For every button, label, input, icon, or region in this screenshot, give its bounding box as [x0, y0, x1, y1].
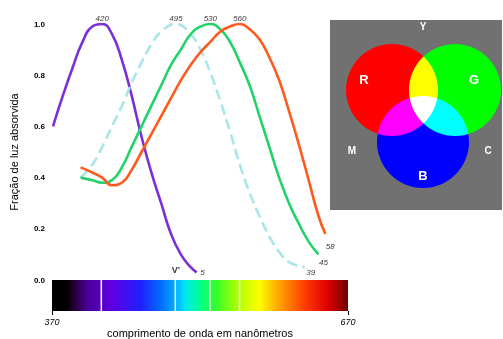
svg-text:C: C [484, 145, 491, 156]
svg-text:58: 58 [326, 242, 335, 251]
svg-text:0.2: 0.2 [34, 224, 46, 233]
svg-text:45: 45 [319, 258, 328, 267]
svg-text:0.6: 0.6 [34, 122, 46, 131]
svg-text:560: 560 [233, 14, 247, 23]
svg-text:370: 370 [44, 317, 59, 327]
svg-text:0.4: 0.4 [34, 173, 46, 182]
svg-text:1.0: 1.0 [34, 20, 46, 29]
svg-text:M: M [348, 145, 356, 156]
svg-text:5: 5 [200, 268, 205, 277]
svg-text:0.0: 0.0 [34, 276, 46, 285]
svg-text:R: R [359, 72, 369, 87]
svg-text:420: 420 [95, 14, 109, 23]
svg-text:Fração de luz absorvida: Fração de luz absorvida [8, 92, 20, 210]
svg-text:670: 670 [340, 317, 355, 327]
svg-text:G: G [469, 72, 479, 87]
svg-text:39: 39 [306, 268, 315, 277]
svg-text:530: 530 [204, 14, 218, 23]
svg-text:0.8: 0.8 [34, 71, 46, 80]
svg-text:B: B [418, 168, 427, 183]
svg-text:comprimento de onda em nanômet: comprimento de onda em nanômetros [107, 327, 293, 339]
svg-text:495: 495 [169, 14, 183, 23]
svg-text:V': V' [172, 265, 180, 275]
svg-text:Y: Y [420, 21, 427, 32]
